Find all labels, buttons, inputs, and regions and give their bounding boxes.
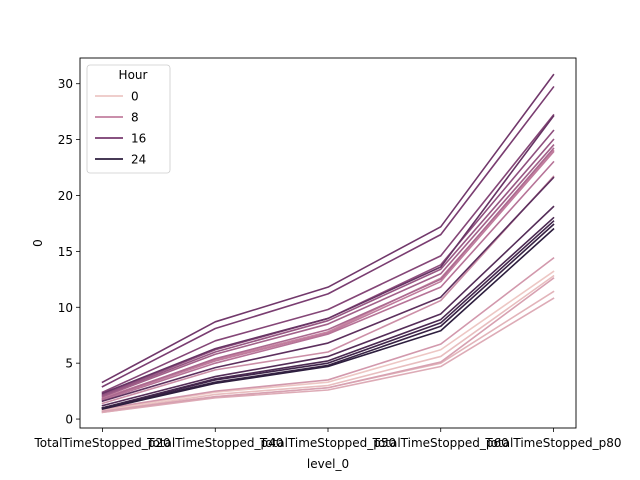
x-axis: TotalTimeStopped_p20TotalTimeStopped_p40… bbox=[33, 428, 622, 450]
series-line-hour-8 bbox=[101, 150, 555, 400]
y-tick-label: 30 bbox=[58, 77, 73, 91]
series-line-hour-9 bbox=[101, 160, 555, 402]
series-line-hour-15 bbox=[101, 85, 555, 388]
legend-entry-24: 24 bbox=[131, 153, 146, 167]
series-line-hour-5 bbox=[101, 256, 555, 410]
y-axis: 0 5 10 15 20 25 30 bbox=[58, 77, 80, 427]
series-line-hour-11 bbox=[101, 144, 555, 398]
x-tick-label: TotalTimeStopped_p50 bbox=[259, 436, 396, 450]
series-line-hour-22 bbox=[101, 223, 555, 409]
y-tick-label: 10 bbox=[58, 301, 73, 315]
series-line-hour-10 bbox=[101, 147, 555, 400]
y-axis-label: 0 bbox=[31, 239, 45, 247]
x-axis-label: level_0 bbox=[307, 457, 349, 471]
y-tick-label: 0 bbox=[65, 413, 73, 427]
legend-entry-8: 8 bbox=[131, 111, 139, 125]
series-line-hour-4 bbox=[101, 277, 555, 413]
legend-box bbox=[86, 64, 171, 174]
y-tick-label: 15 bbox=[58, 245, 73, 259]
y-tick-label: 25 bbox=[58, 133, 73, 147]
y-tick-label: 5 bbox=[65, 357, 73, 371]
series-line-hour-21 bbox=[101, 220, 555, 409]
legend-title: Hour bbox=[119, 68, 148, 82]
series-line-hour-16 bbox=[101, 73, 555, 384]
series-line-hour-17 bbox=[101, 115, 555, 395]
legend-entry-16: 16 bbox=[131, 132, 146, 146]
series-line-hour-12 bbox=[101, 138, 555, 397]
legend: Hour 0 8 16 24 bbox=[86, 64, 171, 174]
x-tick-label: TotalTimeStopped_p80 bbox=[484, 436, 621, 450]
y-tick-label: 20 bbox=[58, 189, 73, 203]
series-line-hour-6 bbox=[101, 175, 555, 405]
series-line-hour-23 bbox=[101, 227, 555, 410]
x-tick-label: TotalTimeStopped_p60 bbox=[372, 436, 509, 450]
series-line-hour-14 bbox=[101, 113, 555, 394]
series-line-hour-18 bbox=[101, 176, 555, 403]
series-line-hour-19 bbox=[101, 205, 555, 407]
series-line-hour-0 bbox=[101, 270, 555, 412]
x-tick-label: TotalTimeStopped_p20 bbox=[33, 436, 170, 450]
series-line-hour-1 bbox=[101, 274, 555, 413]
series-layer bbox=[101, 73, 555, 414]
series-line-hour-3 bbox=[101, 297, 555, 414]
legend-entry-0: 0 bbox=[131, 90, 139, 104]
x-tick-label: TotalTimeStopped_p40 bbox=[146, 436, 283, 450]
